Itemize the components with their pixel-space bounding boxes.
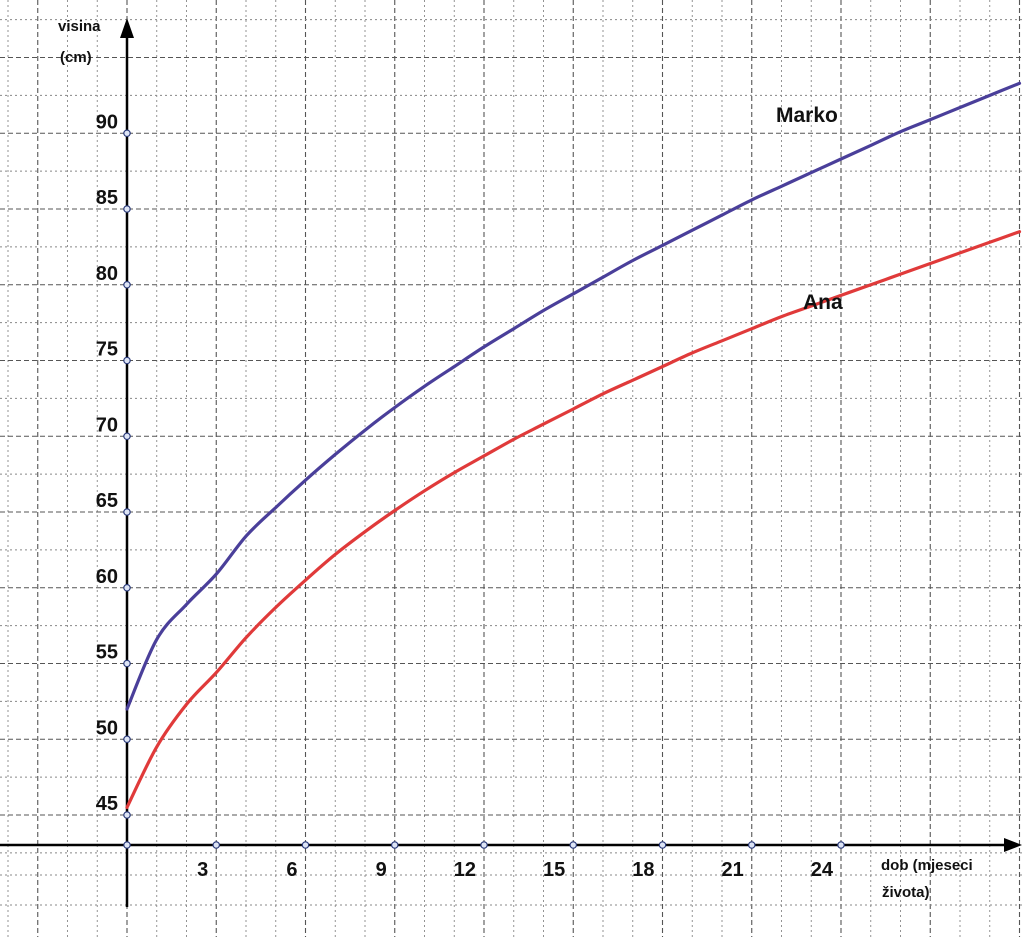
y-tick-marker <box>123 811 131 819</box>
x-tick-label: 6 <box>286 859 297 881</box>
y-tick-marker <box>123 659 131 668</box>
y-tick-marker <box>123 735 131 744</box>
x-tick-marker <box>480 841 488 849</box>
series-label-ana: Ana <box>803 291 843 314</box>
y-tick-label: 55 <box>96 642 118 664</box>
x-tick-label: 12 <box>454 859 476 881</box>
y-tick-marker <box>123 280 131 289</box>
labels: visina (cm) dob (mjeseci života) Marko A… <box>58 18 973 901</box>
x-tick-marker <box>747 841 756 849</box>
x-axis-label-line-1: dob (mjeseci <box>881 857 973 874</box>
origin-marker <box>123 841 131 849</box>
x-tick-label: 15 <box>543 859 565 881</box>
y-axis-label-line-2: (cm) <box>60 49 92 66</box>
y-tick-label: 45 <box>96 793 118 815</box>
x-tick-label: 9 <box>376 859 387 881</box>
y-tick-label: 70 <box>96 414 118 436</box>
y-axis-label-line-1: visina <box>58 18 101 35</box>
y-tick-label: 65 <box>96 490 118 512</box>
y-axis-arrow-icon <box>120 18 134 38</box>
x-axis-arrow-icon <box>1004 838 1022 852</box>
x-tick-marker <box>658 841 667 849</box>
x-tick-marker <box>390 841 399 849</box>
x-tick-marker <box>212 841 221 849</box>
y-tick-label: 75 <box>96 339 118 361</box>
series-line-marko <box>125 81 1022 711</box>
series-line-ana <box>125 230 1022 809</box>
x-tick-label: 24 <box>811 859 834 881</box>
y-tick-marker <box>123 508 131 516</box>
y-tick-label: 80 <box>96 263 118 285</box>
y-tick-marker <box>123 205 131 213</box>
y-tick-marker <box>123 129 131 138</box>
series <box>125 81 1022 809</box>
x-tick-label: 21 <box>722 859 744 881</box>
x-tick-marker <box>301 841 310 849</box>
ticks: 3 6 9 12 15 18 21 24 45 50 55 60 65 70 75 80 85 90 <box>96 111 845 881</box>
y-tick-marker <box>123 583 131 592</box>
x-tick-marker <box>837 841 845 849</box>
x-tick-label: 18 <box>632 859 654 881</box>
series-label-marko: Marko <box>776 104 838 127</box>
y-tick-label: 60 <box>96 566 118 588</box>
y-tick-marker <box>123 356 131 365</box>
y-tick-marker <box>123 432 131 441</box>
x-tick-marker <box>569 841 578 849</box>
axes <box>0 18 1022 907</box>
x-axis-label-line-2: života) <box>882 884 930 901</box>
y-tick-label: 85 <box>96 187 118 209</box>
x-tick-label: 3 <box>197 859 208 881</box>
y-tick-label: 90 <box>96 111 118 133</box>
y-tick-label: 50 <box>96 717 118 739</box>
